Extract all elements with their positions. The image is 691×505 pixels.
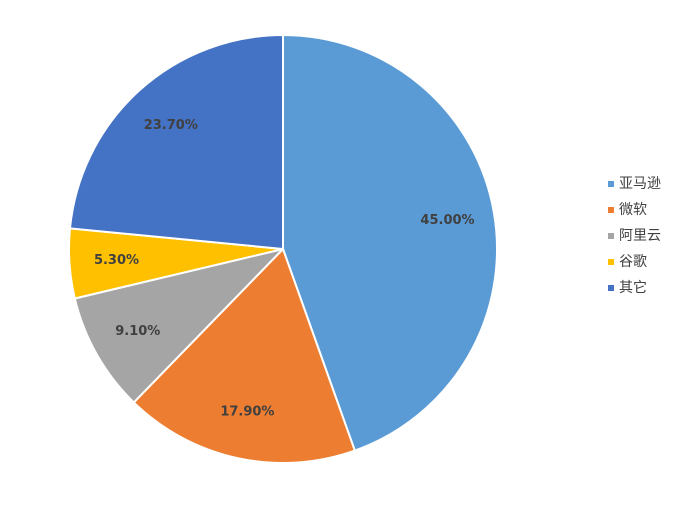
slice-data-label: 45.00%: [420, 213, 474, 228]
pie-slice: [282, 34, 499, 452]
slice-data-label: 17.90%: [220, 405, 274, 420]
legend-swatch: [608, 233, 614, 239]
legend-swatch: [608, 207, 614, 213]
slice-data-label: 5.30%: [94, 253, 139, 268]
slice-data-label: 9.10%: [115, 324, 160, 339]
legend-label: 谷歌: [619, 254, 647, 270]
legend-label: 其它: [619, 279, 647, 296]
legend-swatch: [608, 259, 614, 265]
legend-label: 亚马逊: [619, 176, 661, 192]
legend-swatch: [608, 181, 614, 187]
pie-data-labels: 45.00% 17.90% 9.10% 5.30% 23.70%: [94, 118, 475, 420]
pie-slice: [68, 34, 284, 250]
pie-slices: [68, 34, 499, 464]
legend-label: 阿里云: [619, 228, 661, 244]
legend-label: 微软: [619, 202, 647, 218]
slice-data-label: 23.70%: [144, 118, 198, 133]
pie-slice: [132, 248, 356, 464]
legend-swatch: [608, 285, 614, 291]
pie-slice: [73, 248, 284, 404]
